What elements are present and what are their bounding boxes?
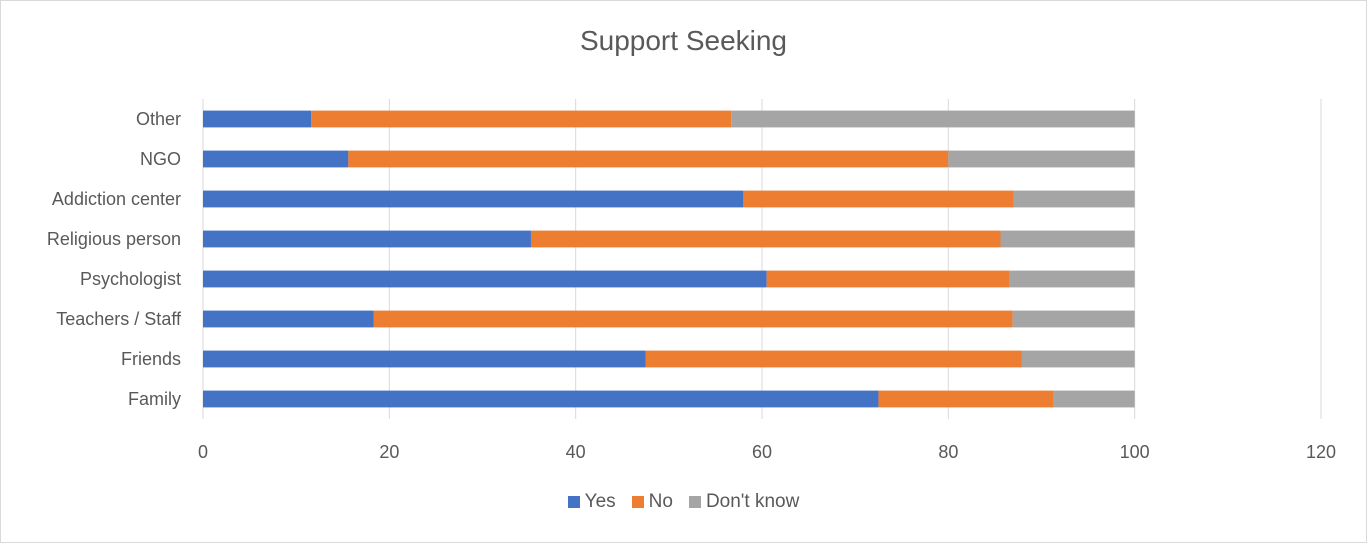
x-tick-label: 100 — [1120, 442, 1150, 462]
bar-no — [373, 310, 1013, 328]
category-label: Family — [128, 389, 181, 409]
bar-don-t-know — [1000, 230, 1135, 248]
category-labels: Family Friends Teachers / Staff Psychologis… — [47, 109, 182, 409]
category-label: Friends — [121, 349, 181, 369]
legend-label: No — [648, 491, 673, 512]
x-tick-label: 40 — [566, 442, 586, 462]
bar-yes — [203, 310, 374, 328]
bar-yes — [203, 150, 349, 168]
bar-no — [766, 270, 1010, 288]
bar-don-t-know — [1053, 390, 1135, 408]
legend-item: No — [631, 491, 673, 513]
bar-yes — [203, 230, 531, 248]
bar-don-t-know — [1012, 310, 1135, 328]
bar-don-t-know — [948, 150, 1135, 168]
category-label: NGO — [140, 149, 181, 169]
bar-don-t-know — [1013, 190, 1135, 208]
category-label: Psychologist — [80, 269, 181, 289]
x-tick-label: 60 — [752, 442, 772, 462]
x-tick-labels: 0 20 40 60 80 100 120 — [198, 442, 1336, 462]
legend-swatch — [688, 496, 701, 508]
x-tick-label: 80 — [938, 442, 958, 462]
legend-item: Yes — [567, 491, 616, 513]
bar-yes — [203, 190, 744, 208]
legend-item: Don't know — [688, 491, 800, 513]
x-tick-label: 20 — [379, 442, 399, 462]
bar-no — [311, 110, 732, 128]
bar-no — [645, 350, 1022, 368]
category-label: Other — [136, 109, 181, 129]
legend: Yes No Don't know — [1, 491, 1366, 513]
x-tick-label: 0 — [198, 442, 208, 462]
bars — [203, 110, 1135, 408]
legend-swatch — [567, 496, 580, 508]
gridlines — [202, 99, 1322, 419]
legend-label: Yes — [584, 491, 616, 512]
bar-don-t-know — [731, 110, 1135, 128]
legend-label: Don't know — [705, 491, 800, 512]
bar-no — [530, 230, 1001, 248]
bar-yes — [203, 350, 646, 368]
bar-yes — [203, 270, 767, 288]
category-label: Teachers / Staff — [56, 309, 182, 329]
bar-no — [348, 150, 949, 168]
bar-don-t-know — [1009, 270, 1135, 288]
category-label: Religious person — [47, 229, 181, 249]
x-tick-label: 120 — [1306, 442, 1336, 462]
bar-no — [878, 390, 1054, 408]
bar-don-t-know — [1021, 350, 1135, 368]
bar-no — [743, 190, 1014, 208]
legend-swatch — [631, 496, 644, 508]
category-label: Addiction center — [52, 189, 181, 209]
bar-yes — [203, 110, 312, 128]
bar-yes — [203, 390, 879, 408]
chart-title: Support Seeking — [579, 25, 788, 56]
